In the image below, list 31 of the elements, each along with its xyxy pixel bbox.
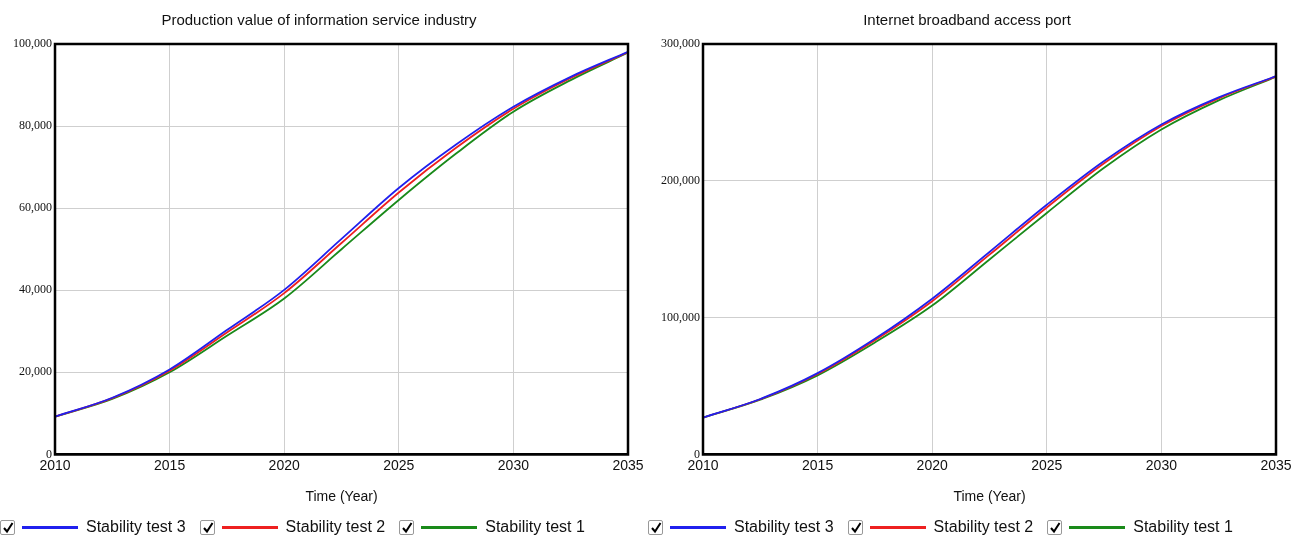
legend-label: Stability test 1 bbox=[1133, 518, 1233, 536]
y-tick-label: 80,000 bbox=[19, 118, 52, 133]
line-series bbox=[703, 75, 1276, 419]
x-tick-label: 2020 bbox=[268, 456, 300, 473]
y-tick-label: 300,000 bbox=[661, 36, 700, 51]
y-tick-label: 20,000 bbox=[19, 364, 52, 379]
y-tick-label: 0 bbox=[694, 446, 700, 461]
x-axis-title: Time (Year) bbox=[305, 488, 378, 505]
legend-label: Stability test 2 bbox=[933, 518, 1034, 536]
y-tick-label: 100,000 bbox=[13, 36, 52, 51]
y-tick-label: 60,000 bbox=[19, 200, 52, 215]
chart-title: Production value of information service industry bbox=[161, 11, 478, 29]
x-tick-label: 2020 bbox=[916, 456, 948, 473]
x-tick-label: 2035 bbox=[612, 456, 644, 473]
x-tick-label: 2030 bbox=[1145, 456, 1178, 473]
x-tick-label: 2035 bbox=[1260, 456, 1292, 473]
y-tick-label: 100,000 bbox=[661, 309, 700, 324]
y-tick-label: 40,000 bbox=[19, 282, 52, 297]
legend-label: Stability test 1 bbox=[485, 518, 585, 536]
x-tick-label: 2015 bbox=[154, 456, 186, 473]
y-tick-label: 0 bbox=[46, 446, 52, 461]
legend-label: Stability test 3 bbox=[734, 518, 834, 536]
x-tick-label: 2015 bbox=[802, 456, 834, 473]
x-tick-label: 2025 bbox=[1031, 456, 1063, 473]
legend-label: Stability test 3 bbox=[86, 518, 186, 536]
chart-title: Internet broadband access port bbox=[863, 11, 1072, 29]
x-tick-label: 2025 bbox=[383, 456, 415, 473]
y-tick-label: 200,000 bbox=[661, 172, 700, 187]
legend-label: Stability test 2 bbox=[285, 518, 386, 536]
x-tick-label: 2030 bbox=[497, 456, 530, 473]
x-axis-title: Time (Year) bbox=[953, 488, 1026, 505]
